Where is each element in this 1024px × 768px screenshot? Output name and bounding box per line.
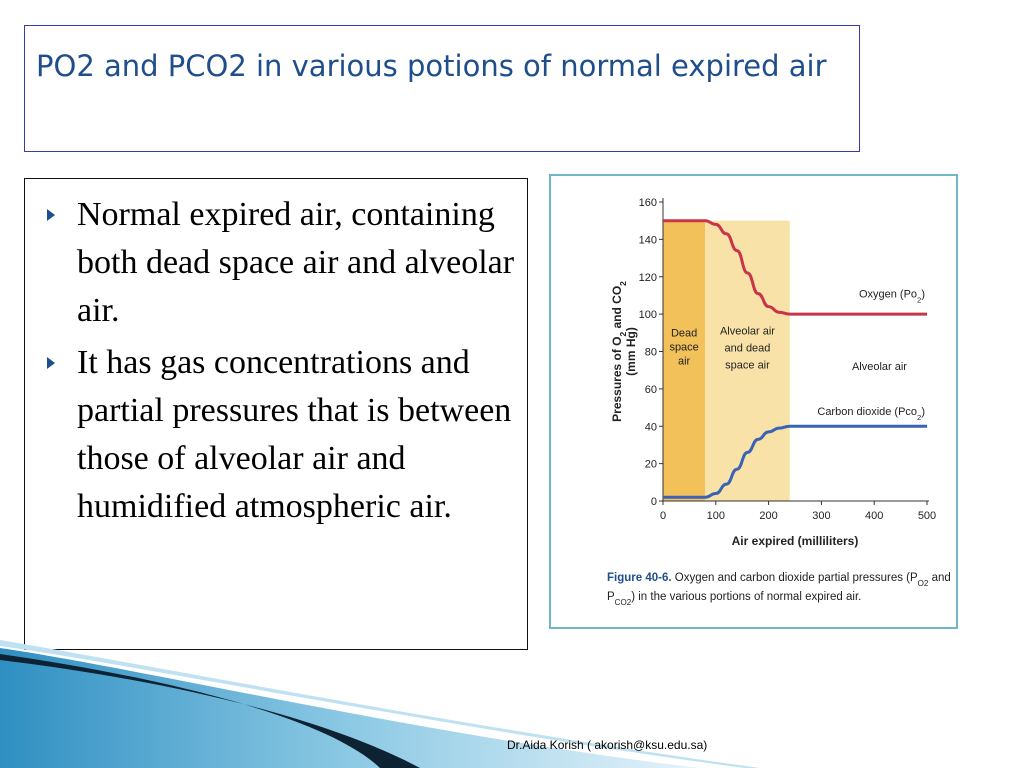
co2-label: Carbon dioxide (Pco2) xyxy=(817,406,925,422)
bullet-text: Normal expired air, containing both dead… xyxy=(77,196,515,329)
x-tick-label: 300 xyxy=(812,510,830,522)
bullet-list: Normal expired air, containing both dead… xyxy=(47,191,517,535)
region-label: Alveolar air xyxy=(720,326,775,338)
dead-space-region xyxy=(663,220,706,501)
figure-box: Dead space air Alveolar air and dead space ai… xyxy=(549,174,958,629)
bullet-item: Normal expired air, containing both dead… xyxy=(47,191,517,335)
bullet-text: It has gas concentrations and partial pr… xyxy=(77,344,512,525)
text-box: Normal expired air, containing both dead… xyxy=(24,178,528,650)
region-label: air xyxy=(678,356,691,368)
y-tick-label: 20 xyxy=(645,459,657,471)
y-tick-label: 120 xyxy=(639,272,657,284)
mixed-air-region xyxy=(705,220,790,501)
figure-caption: Figure 40-6. Oxygen and carbon dioxide p… xyxy=(607,572,951,588)
figure-caption-line2: PCO2) in the various portions of normal … xyxy=(607,591,861,607)
y-tick-label: 140 xyxy=(639,234,657,246)
y-tick-label: 40 xyxy=(645,421,657,433)
y-tick-label: 80 xyxy=(645,347,657,359)
x-tick-label: 200 xyxy=(759,510,777,522)
x-axis-label: Air expired (milliliters) xyxy=(732,534,859,548)
oxygen-label: Oxygen (Po2) xyxy=(859,288,925,304)
co2-line xyxy=(662,424,927,499)
slide-title: PO2 and PCO2 in various potions of norma… xyxy=(36,49,827,83)
title-box: PO2 and PCO2 in various potions of norma… xyxy=(24,25,860,152)
oxygen-line xyxy=(663,219,927,316)
y-tick-label: 160 xyxy=(639,197,657,209)
chart: Dead space air Alveolar air and dead space ai… xyxy=(607,197,951,607)
region-label: Alveolar air xyxy=(852,361,907,373)
y-axis-label: Pressures of O2 and CO2 xyxy=(610,281,628,422)
triangle-right-icon xyxy=(47,357,55,369)
y-tick-label: 0 xyxy=(651,496,657,508)
triangle-right-icon xyxy=(47,209,55,221)
footer-credit: Dr.Aida Korish ( akorish@ksu.edu.sa) xyxy=(507,738,708,752)
region-label: space air xyxy=(725,360,770,372)
x-tick-label: 500 xyxy=(918,510,936,522)
bullet-item: It has gas concentrations and partial pr… xyxy=(47,339,517,531)
region-label: and dead xyxy=(725,343,771,355)
y-axis-unit: (mm Hg) xyxy=(624,327,638,376)
x-tick-label: 100 xyxy=(707,510,725,522)
decorative-swoosh xyxy=(0,640,760,768)
x-tick-label: 0 xyxy=(660,510,666,522)
y-tick-label: 100 xyxy=(639,309,657,321)
x-tick-label: 400 xyxy=(865,510,883,522)
region-label: space xyxy=(669,342,698,354)
y-tick-label: 60 xyxy=(645,384,657,396)
region-label: Dead xyxy=(671,328,697,340)
